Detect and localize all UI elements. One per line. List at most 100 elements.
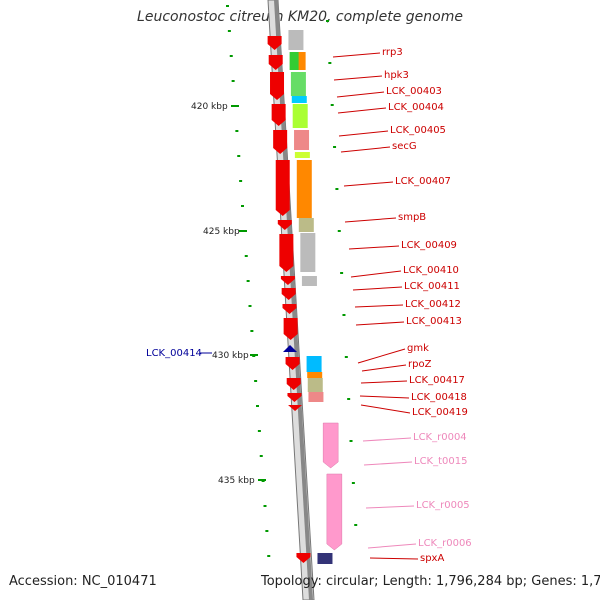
gene-arrow [268, 55, 283, 70]
label-leader [354, 304, 404, 308]
gene-label[interactable]: LCK_00405 [390, 125, 446, 136]
gene-arrow [275, 160, 290, 216]
gene-label[interactable]: LCK_00419 [412, 407, 468, 418]
cog-segment [307, 372, 323, 378]
ruler-dot [342, 314, 346, 316]
ruler-dot [326, 20, 329, 22]
label-leader [357, 348, 406, 364]
ruler-dot [335, 188, 339, 190]
ruler-dot [235, 130, 239, 132]
gene-arrows [267, 36, 343, 563]
ruler-dot [229, 55, 233, 57]
cog-segment [290, 72, 306, 96]
gene-arrow [270, 72, 285, 100]
ruler: 420 kbp 425 kbp 430 kbp 435 kbp LCK_00414 [146, 102, 266, 486]
label-leader [369, 557, 419, 560]
cog-segment [288, 30, 304, 50]
gene-label[interactable]: LCK_00413 [406, 316, 462, 327]
ruler-dot [349, 440, 353, 442]
gene-label[interactable]: rrp3 [382, 47, 403, 58]
gene-label[interactable]: LCK_00410 [403, 265, 459, 276]
ruler-dot [337, 230, 341, 232]
ruler-dot [250, 330, 254, 332]
ruler-label: 425 kbp [203, 227, 240, 237]
ruler-dot [231, 80, 235, 82]
gene-arrow [296, 553, 311, 563]
gene-label[interactable]: smpB [398, 212, 426, 223]
gene-label[interactable]: rpoZ [408, 359, 432, 370]
gene-label[interactable]: LCK_00407 [395, 176, 451, 187]
label-leader [332, 52, 381, 58]
ruler-dot [344, 356, 348, 358]
label-leader [362, 437, 412, 442]
cog-bar [288, 30, 333, 564]
gene-arrow [285, 357, 300, 370]
gene-label[interactable]: secG [392, 141, 417, 152]
label-leader [337, 107, 387, 114]
gene-arrow [283, 318, 298, 340]
gene-label[interactable]: LCK_r0006 [418, 538, 472, 549]
map-title: Leuconostoc citreum KM20, complete genom… [137, 9, 463, 25]
label-leader [336, 91, 385, 98]
cog-segment [300, 233, 316, 272]
ruler-dot [227, 30, 231, 32]
accession-text: Accession: NC_010471 [9, 574, 157, 589]
rna-arrow [326, 473, 343, 551]
ruler-dot [244, 255, 248, 257]
label-leader [343, 181, 394, 187]
cog-segment [296, 160, 312, 218]
rna-arrow [322, 422, 339, 469]
cog-segment [306, 356, 322, 372]
gene-arrow [273, 130, 288, 154]
ruler-label: 430 kbp [212, 351, 249, 361]
ruler-dot [328, 62, 332, 64]
ruler-dot [263, 505, 267, 507]
ruler-label: 435 kbp [218, 476, 255, 486]
gene-label[interactable]: LCK_00403 [386, 86, 442, 97]
label-leader [348, 245, 400, 250]
label-leader [363, 461, 413, 466]
gene-label[interactable]: LCK_00417 [409, 375, 465, 386]
cog-segment [298, 52, 306, 70]
label-leader [340, 146, 391, 153]
gene-label[interactable]: LCK_r0004 [413, 432, 467, 443]
gene-label[interactable]: gmk [407, 343, 429, 354]
ruler-dot [239, 180, 243, 182]
cog-segment [301, 276, 317, 286]
gene-arrow [281, 288, 296, 300]
gene-arrow [277, 220, 292, 230]
ruler-dot [267, 555, 271, 557]
label-leader [355, 321, 405, 326]
gene-label[interactable]: LCK_00411 [404, 281, 460, 292]
highlight-gene-label[interactable]: LCK_00414 [146, 348, 202, 359]
label-leader [352, 286, 403, 291]
gene-labels[interactable]: rrp3 hpk3 LCK_00403 LCK_00404 LCK_00405 secG L… [382, 47, 472, 564]
gene-arrow [286, 378, 301, 390]
gene-label[interactable]: LCK_00418 [411, 392, 467, 403]
gene-label[interactable]: LCK_r0005 [416, 500, 470, 511]
ruler-dot [254, 380, 258, 382]
ruler-dot [330, 104, 334, 106]
cog-segment [291, 96, 307, 103]
gene-label[interactable]: LCK_00412 [405, 299, 461, 310]
backbone-line [274, 0, 313, 600]
cog-segment [307, 378, 323, 392]
cog-segment [294, 130, 310, 150]
gene-arrow [267, 36, 282, 50]
label-leader [360, 380, 408, 384]
gene-label[interactable]: LCK_00404 [388, 102, 444, 113]
ruler-dot [347, 398, 351, 400]
ruler-dot [257, 430, 261, 432]
gene-label[interactable]: spxA [420, 553, 444, 564]
cog-segment [298, 218, 314, 232]
ruler-dot [246, 280, 250, 282]
label-leader [367, 543, 417, 549]
gene-label[interactable]: LCK_t0015 [414, 456, 467, 467]
label-leader [361, 364, 407, 372]
gene-label[interactable]: LCK_00409 [401, 240, 457, 251]
cog-segment [294, 152, 310, 158]
ruler-dot [226, 5, 229, 7]
gene-label[interactable]: hpk3 [384, 70, 409, 81]
ruler-dot [248, 305, 252, 307]
